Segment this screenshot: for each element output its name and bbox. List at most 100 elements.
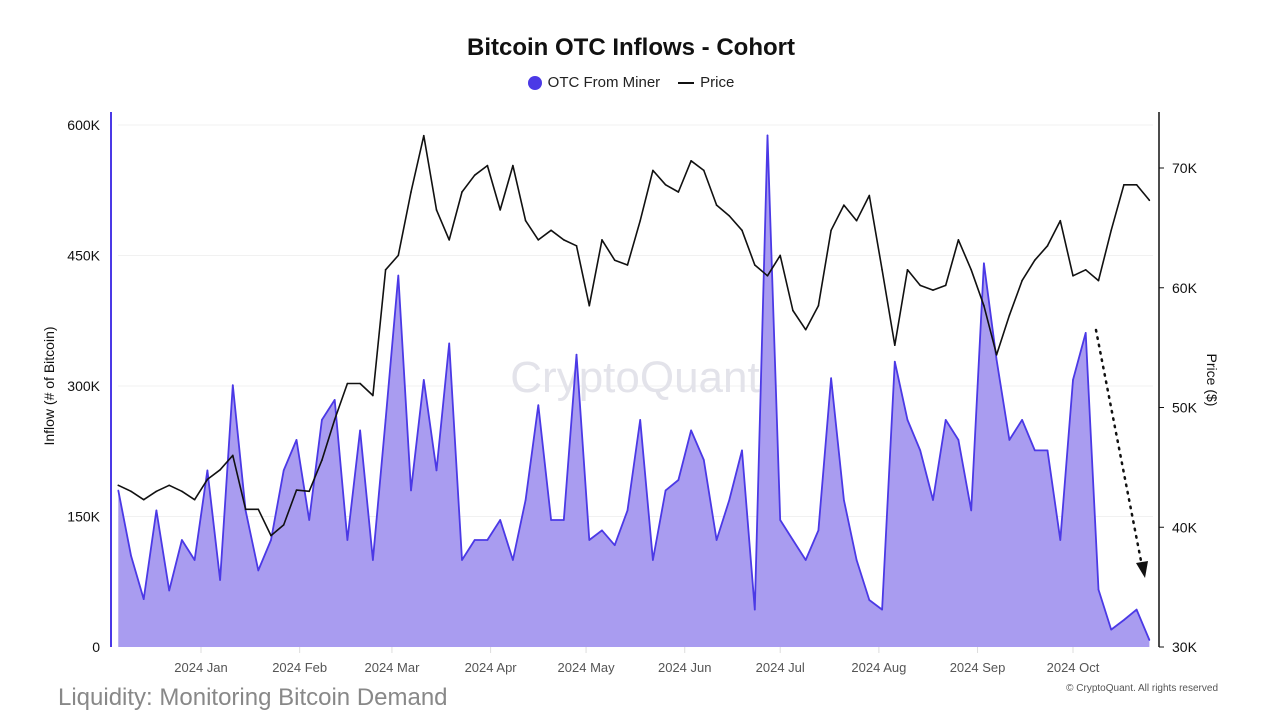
inflow-point	[944, 419, 947, 421]
x-tick-label: 2024 May	[558, 660, 616, 675]
price-point	[741, 229, 743, 232]
price-point	[855, 219, 858, 222]
inflow-point	[1148, 639, 1151, 641]
price-point	[1021, 279, 1023, 282]
price-point	[512, 164, 514, 167]
price-point	[906, 268, 909, 271]
inflow-point	[881, 608, 883, 611]
price-point	[359, 382, 361, 385]
price-point	[995, 354, 998, 356]
price-point	[639, 219, 641, 222]
price-point	[270, 534, 272, 537]
inflow-point	[333, 399, 336, 401]
inflow-point	[575, 353, 578, 356]
inflow-point	[1008, 439, 1011, 441]
y-right-tick-label: 30K	[1172, 639, 1198, 655]
inflow-point	[435, 469, 438, 472]
price-point	[473, 174, 476, 176]
price-line	[117, 134, 1151, 537]
price-point	[486, 164, 489, 167]
price-point	[1110, 229, 1112, 232]
price-point	[792, 309, 794, 312]
price-point	[944, 284, 947, 287]
price-point	[524, 219, 527, 222]
chart-title: Bitcoin OTC Inflows - Cohort	[467, 34, 795, 61]
price-point	[932, 289, 934, 291]
inflow-point	[282, 469, 285, 472]
price-point	[1072, 274, 1074, 277]
x-tick-label: 2024 Oct	[1047, 660, 1100, 675]
price-point	[626, 264, 629, 266]
inflow-point	[181, 539, 183, 541]
inflow-point	[473, 539, 476, 541]
legend-item-otc-from-miner[interactable]: OTC From Miner	[527, 74, 660, 91]
price-point	[308, 490, 311, 493]
x-tick-label: 2024 Mar	[364, 660, 420, 675]
inflow-point	[1135, 608, 1138, 611]
inflow-point	[906, 419, 909, 421]
inflow-point	[550, 519, 552, 521]
inflow-point	[270, 539, 272, 541]
inflow-point	[843, 499, 845, 501]
inflow-point	[168, 589, 170, 592]
price-point	[461, 191, 463, 193]
inflow-point	[295, 439, 298, 441]
x-tick-label: 2024 Jul	[756, 660, 805, 675]
inflow-point	[830, 377, 832, 379]
copyright: © CryptoQuant. All rights reserved	[1066, 683, 1218, 694]
legend-item-price[interactable]: Price	[678, 74, 734, 91]
inflow-point	[932, 499, 934, 501]
price-point	[117, 484, 120, 487]
inflow-point	[422, 379, 425, 381]
y-right-tick-label: 50K	[1172, 400, 1198, 416]
inflow-point	[715, 539, 718, 541]
price-point	[130, 490, 132, 493]
inflow-point	[817, 529, 820, 532]
x-tick-label: 2024 Jan	[174, 660, 228, 675]
price-point	[422, 134, 425, 137]
inflow-point	[1021, 419, 1023, 421]
price-point	[843, 204, 845, 206]
inflow-point	[461, 559, 463, 561]
y-axis-left-label: Inflow (# of Bitcoin)	[41, 326, 57, 445]
inflow-point	[359, 429, 361, 432]
inflow-point	[219, 579, 221, 581]
inflow-point	[1059, 539, 1062, 541]
inflow-point	[766, 134, 769, 137]
price-point	[232, 454, 234, 457]
price-point	[397, 254, 400, 257]
price-point	[690, 160, 692, 162]
price-point	[779, 254, 782, 257]
price-point	[1059, 219, 1062, 222]
price-point	[537, 239, 540, 241]
price-point	[1084, 268, 1087, 271]
inflow-point	[753, 608, 756, 611]
inflow-point	[919, 449, 922, 452]
price-point	[1148, 199, 1151, 202]
price-point	[1123, 183, 1125, 186]
price-point	[321, 459, 323, 461]
inflow-point	[384, 419, 387, 421]
price-point	[957, 239, 960, 241]
inflow-point	[537, 404, 540, 406]
inflow-point	[639, 419, 641, 421]
price-point	[448, 239, 451, 241]
price-point	[715, 204, 718, 206]
inflow-point	[130, 554, 132, 557]
inflow-point	[995, 359, 998, 361]
price-point	[753, 264, 756, 266]
price-point	[384, 268, 387, 271]
price-point	[372, 394, 374, 397]
inflow-point	[142, 598, 145, 600]
price-point	[1097, 279, 1100, 282]
price-point	[1046, 245, 1049, 247]
y-left-tick-label: 0	[92, 639, 100, 655]
inflow-point	[855, 559, 858, 561]
price-point	[766, 274, 769, 277]
inflow-point	[397, 274, 400, 277]
price-point	[1034, 259, 1036, 262]
price-point	[499, 209, 501, 211]
inflow-point	[970, 509, 972, 512]
price-point	[893, 344, 896, 347]
price-point	[1008, 314, 1011, 317]
